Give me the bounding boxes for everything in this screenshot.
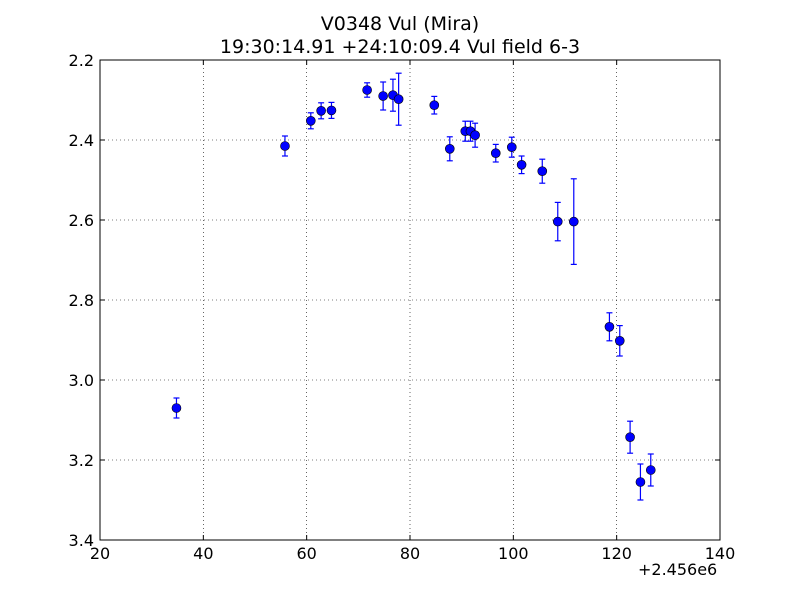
data-point: [444, 144, 455, 154]
data-point: [326, 105, 337, 116]
data-point: [280, 141, 290, 151]
data-point: [516, 160, 527, 170]
data-point: [316, 106, 326, 116]
data-point: [490, 148, 501, 158]
y-tick-label: 2.2: [69, 51, 94, 70]
data-point: [537, 166, 548, 176]
data-point: [305, 116, 316, 126]
data-point: [645, 465, 656, 475]
chart-title: V0348 Vul (Mira): [320, 13, 480, 35]
data-point: [506, 142, 517, 152]
x-tick-label: 80: [400, 544, 420, 563]
y-tick-label: 3.4: [69, 531, 94, 550]
data-point: [604, 321, 615, 332]
x-tick-label: 40: [193, 544, 213, 563]
x-tick-label: 140: [705, 544, 736, 563]
data-point: [568, 216, 579, 227]
data-point: [614, 335, 625, 346]
y-tick-label: 3.2: [69, 451, 94, 470]
x-tick-label: 20: [90, 544, 110, 563]
data-point: [429, 100, 440, 110]
axis-ticks: 20 40 60 80 100 120 140 2.2 2.4 2.6 2.8 3.0 3.2 3.4: [69, 51, 736, 563]
data-point: [171, 403, 182, 413]
grid-lines: [100, 60, 720, 540]
data-point: [635, 477, 646, 487]
x-tick-label: 100: [498, 544, 529, 563]
x-tick-label: 60: [296, 544, 316, 563]
y-tick-label: 2.4: [69, 131, 94, 150]
data-point: [470, 130, 480, 140]
y-tick-label: 3.0: [69, 371, 94, 390]
y-tick-label: 2.6: [69, 211, 94, 230]
y-tick-label: 2.8: [69, 291, 94, 310]
x-tick-label: 120: [601, 544, 632, 563]
data-points: [171, 85, 656, 487]
x-offset-label: +2.456e6: [638, 560, 718, 579]
data-point: [552, 216, 563, 227]
error-bars: [173, 72, 654, 501]
data-point: [625, 432, 635, 443]
data-point: [393, 94, 404, 104]
data-point: [362, 85, 372, 95]
chart-subtitle: 19:30:14.91 +24:10:09.4 Vul field 6-3: [219, 36, 581, 58]
data-point: [378, 91, 388, 101]
